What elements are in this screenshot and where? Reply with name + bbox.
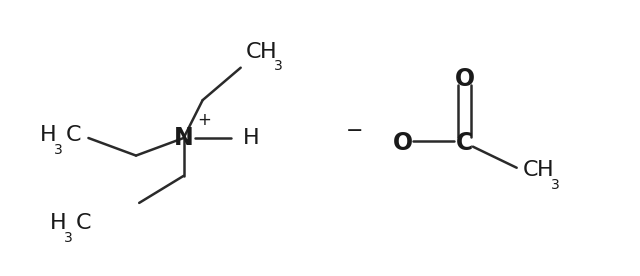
Text: 3: 3 [274, 59, 282, 73]
Text: 3: 3 [551, 178, 560, 192]
Text: H: H [537, 160, 554, 181]
Text: 3: 3 [54, 143, 62, 157]
Text: −: − [346, 121, 364, 141]
Text: O: O [392, 131, 413, 155]
Text: O: O [454, 67, 475, 91]
Text: H: H [260, 42, 276, 62]
Text: N: N [173, 126, 193, 150]
Text: H: H [51, 213, 67, 233]
Text: C: C [246, 42, 261, 62]
Text: C: C [76, 213, 92, 233]
Text: +: + [197, 112, 211, 129]
Text: H: H [40, 125, 56, 145]
Text: C: C [456, 131, 473, 155]
Text: 3: 3 [64, 231, 73, 245]
Text: C: C [523, 160, 538, 181]
Text: H: H [243, 128, 259, 148]
Text: C: C [66, 125, 82, 145]
